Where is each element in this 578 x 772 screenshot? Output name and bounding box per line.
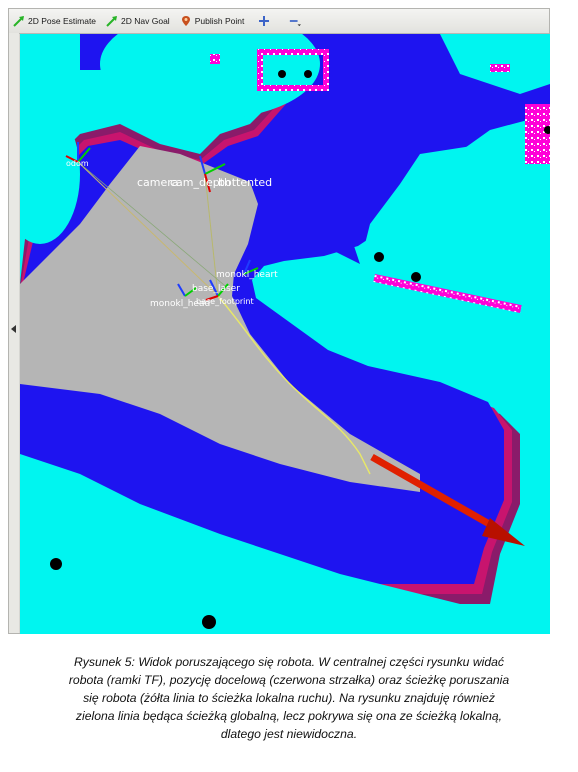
obstacle-dot — [50, 558, 62, 570]
chevron-left-icon — [11, 325, 16, 333]
costmap-render — [20, 34, 550, 634]
pose-estimate-button[interactable]: 2D Pose Estimate — [9, 10, 102, 32]
caption-line: zielona linia będąca ścieżką globalną, l… — [75, 709, 503, 723]
minus-icon — [289, 15, 302, 27]
rviz-toolbar: 2D Pose Estimate 2D Nav Goal Publish Poi… — [9, 9, 549, 34]
tf-label-camera: camera — [137, 176, 179, 189]
zoom-in-button[interactable] — [250, 10, 281, 32]
tf-label-cam-depth: cam_depth — [170, 176, 232, 189]
green-arrow-icon — [13, 15, 25, 27]
tf-label-odom: odom — [66, 159, 89, 168]
plus-icon — [258, 15, 270, 27]
tf-frame-odom — [65, 142, 91, 163]
unknown-area — [20, 146, 420, 492]
obstacle-right-strip — [373, 273, 522, 314]
tf-label-base-footprint: base_footprint — [196, 297, 254, 306]
caption-line: dlatego jest niewidoczna. — [220, 727, 358, 741]
tf-frame-heart — [243, 259, 259, 275]
obstacle-top — [257, 49, 329, 91]
goal-arrow-shaft — [370, 453, 500, 533]
zoom-out-button[interactable] — [281, 10, 312, 32]
obstacle-dot — [202, 615, 216, 629]
map-pin-icon — [180, 15, 192, 27]
nav-goal-button[interactable]: 2D Nav Goal — [102, 10, 176, 32]
caption-line: się robota (żółta linia to ścieżka lokal… — [83, 691, 495, 705]
free-region-bottom — [20, 454, 480, 634]
tf-label-base-laser: base_laser — [192, 284, 240, 294]
caption-line: Rysunek 5: Widok poruszającego się robot… — [73, 655, 505, 669]
publish-point-label: Publish Point — [194, 16, 245, 26]
caption-line: robota (ramki TF), pozycję docelową (cze… — [68, 673, 510, 687]
collapse-panel-handle[interactable] — [9, 33, 19, 633]
publish-point-button[interactable]: Publish Point — [176, 10, 251, 32]
nav-goal-label: 2D Nav Goal — [121, 16, 170, 26]
map-viewport[interactable]: odom camera cam_depth bottented monokl_h… — [20, 34, 550, 634]
figure-caption: Rysunek 5: Widok poruszającego się robot… — [14, 653, 564, 743]
tf-label-heart: monokl_heart — [216, 270, 278, 280]
tf-frame-base — [177, 279, 229, 301]
tf-frame-camera — [199, 155, 226, 193]
tf-label-head: monokl_head — [150, 299, 211, 309]
goal-arrow-head — [482, 518, 525, 546]
local-path — [217, 295, 371, 475]
rviz-window: 2D Pose Estimate 2D Nav Goal Publish Poi… — [8, 8, 550, 634]
free-region-top — [100, 34, 320, 119]
pose-estimate-label: 2D Pose Estimate — [28, 16, 97, 26]
tf-label-camera-right: bottented — [218, 176, 273, 189]
green-arrow-icon — [106, 15, 118, 27]
